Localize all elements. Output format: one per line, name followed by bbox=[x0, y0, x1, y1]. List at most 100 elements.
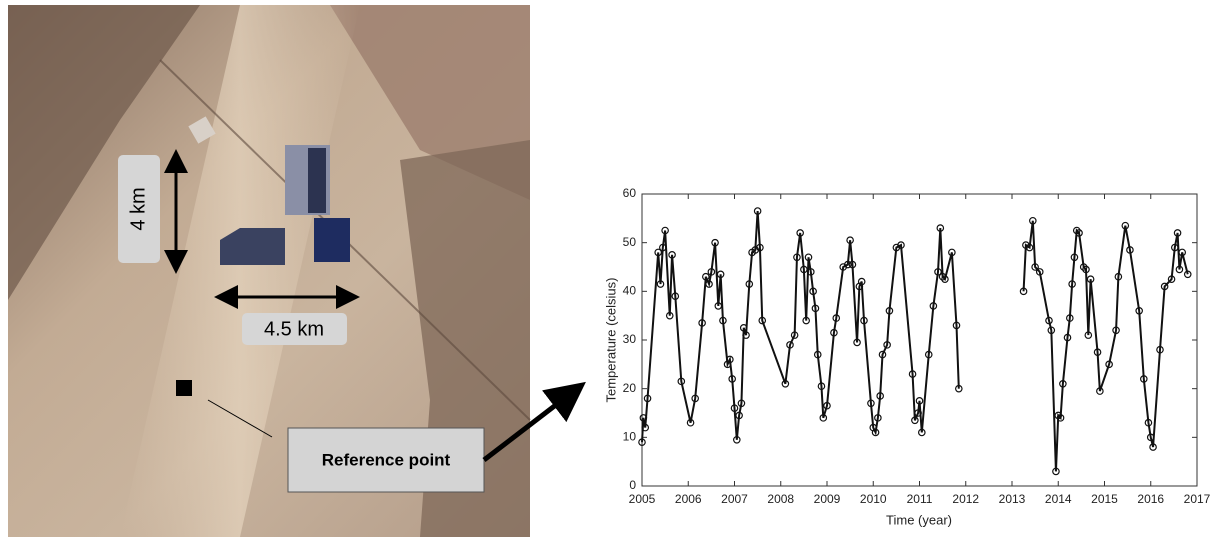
data-point bbox=[817, 382, 826, 391]
y-tick-label: 20 bbox=[623, 381, 637, 395]
data-point bbox=[1066, 314, 1074, 322]
y-tick-label: 10 bbox=[623, 430, 637, 444]
label-box bbox=[118, 155, 160, 263]
x-tick-label: 2016 bbox=[1137, 492, 1164, 506]
data-point bbox=[924, 350, 933, 359]
data-point bbox=[1052, 467, 1060, 476]
data-point bbox=[1175, 265, 1184, 274]
data-point bbox=[809, 287, 817, 296]
data-point bbox=[915, 397, 924, 405]
x-tick-label: 2005 bbox=[629, 492, 656, 506]
x-axis-label: Time (year) bbox=[886, 512, 952, 527]
data-point bbox=[643, 394, 652, 403]
data-line bbox=[641, 210, 1189, 472]
data-point bbox=[793, 253, 801, 262]
data-point bbox=[1173, 229, 1182, 237]
data-point bbox=[853, 338, 861, 347]
data-point bbox=[936, 224, 945, 232]
data-point bbox=[671, 292, 680, 301]
data-point bbox=[885, 306, 894, 315]
data-point bbox=[1112, 326, 1120, 335]
data-point bbox=[938, 272, 947, 281]
data-point bbox=[1114, 272, 1123, 281]
data-point bbox=[707, 268, 716, 276]
data-point bbox=[1135, 306, 1143, 315]
data-point bbox=[1029, 216, 1037, 225]
data-point bbox=[641, 423, 650, 432]
data-point bbox=[1167, 275, 1176, 283]
pointer-arrow bbox=[482, 381, 586, 462]
data-point bbox=[668, 251, 676, 259]
data-point bbox=[897, 241, 905, 249]
data-point bbox=[929, 302, 938, 310]
data-point bbox=[918, 428, 926, 437]
data-point bbox=[1082, 265, 1090, 274]
data-point bbox=[813, 350, 822, 359]
data-point bbox=[737, 399, 746, 408]
data-point bbox=[1054, 411, 1063, 420]
data-point bbox=[914, 409, 922, 417]
data-point bbox=[867, 399, 875, 408]
x-tick-label: 2007 bbox=[721, 492, 748, 506]
data-point bbox=[1140, 375, 1148, 383]
data-point bbox=[1059, 379, 1067, 388]
data-point bbox=[800, 265, 808, 274]
data-point bbox=[733, 435, 741, 444]
data-point bbox=[878, 350, 887, 359]
data-point bbox=[876, 392, 884, 400]
data-point bbox=[702, 272, 710, 281]
x-tick-label: 2015 bbox=[1091, 492, 1118, 506]
x-tick-label: 2017 bbox=[1184, 492, 1211, 506]
satellite-image bbox=[8, 5, 531, 537]
data-point bbox=[705, 280, 713, 288]
data-point bbox=[1084, 331, 1093, 339]
data-point bbox=[756, 243, 764, 252]
x-tick-label: 2006 bbox=[675, 492, 702, 506]
data-point bbox=[742, 331, 750, 339]
data-point bbox=[802, 316, 810, 325]
data-point bbox=[739, 324, 748, 332]
data-point bbox=[726, 355, 734, 364]
data-point bbox=[874, 414, 882, 422]
data-point bbox=[908, 370, 917, 378]
data-point bbox=[665, 311, 674, 320]
data-point bbox=[848, 260, 857, 269]
data-point bbox=[638, 438, 646, 447]
label-box bbox=[242, 313, 347, 345]
data-point bbox=[871, 428, 880, 437]
data-point bbox=[677, 377, 686, 386]
data-point bbox=[1025, 243, 1034, 252]
reference-label: Reference point bbox=[322, 450, 451, 469]
data-point bbox=[1156, 345, 1164, 354]
y-tick-label: 50 bbox=[623, 235, 637, 249]
data-point bbox=[846, 236, 854, 245]
data-point bbox=[1149, 443, 1157, 451]
data-point bbox=[654, 248, 662, 257]
y-tick-label: 60 bbox=[623, 186, 637, 200]
data-point bbox=[786, 341, 794, 349]
y-tick-label: 30 bbox=[623, 332, 637, 346]
data-point bbox=[1035, 268, 1044, 276]
data-point bbox=[1079, 263, 1088, 271]
data-point bbox=[728, 375, 736, 383]
y-tick-label: 0 bbox=[629, 478, 636, 492]
data-point bbox=[719, 316, 727, 325]
data-point bbox=[691, 394, 699, 403]
leader-line bbox=[207, 399, 273, 438]
data-point bbox=[730, 404, 739, 412]
y-axis-label: Temperature (celsius) bbox=[603, 278, 618, 403]
data-point bbox=[955, 384, 963, 393]
data-point bbox=[823, 401, 831, 410]
data-point bbox=[1121, 221, 1130, 230]
data-point bbox=[716, 270, 725, 279]
data-point bbox=[883, 341, 891, 349]
data-point bbox=[934, 268, 942, 276]
reference-marker bbox=[176, 380, 192, 396]
data-point bbox=[819, 414, 828, 422]
data-point bbox=[1063, 333, 1072, 342]
data-point bbox=[1093, 348, 1102, 356]
data-point bbox=[1072, 226, 1081, 235]
data-point bbox=[1146, 433, 1155, 442]
